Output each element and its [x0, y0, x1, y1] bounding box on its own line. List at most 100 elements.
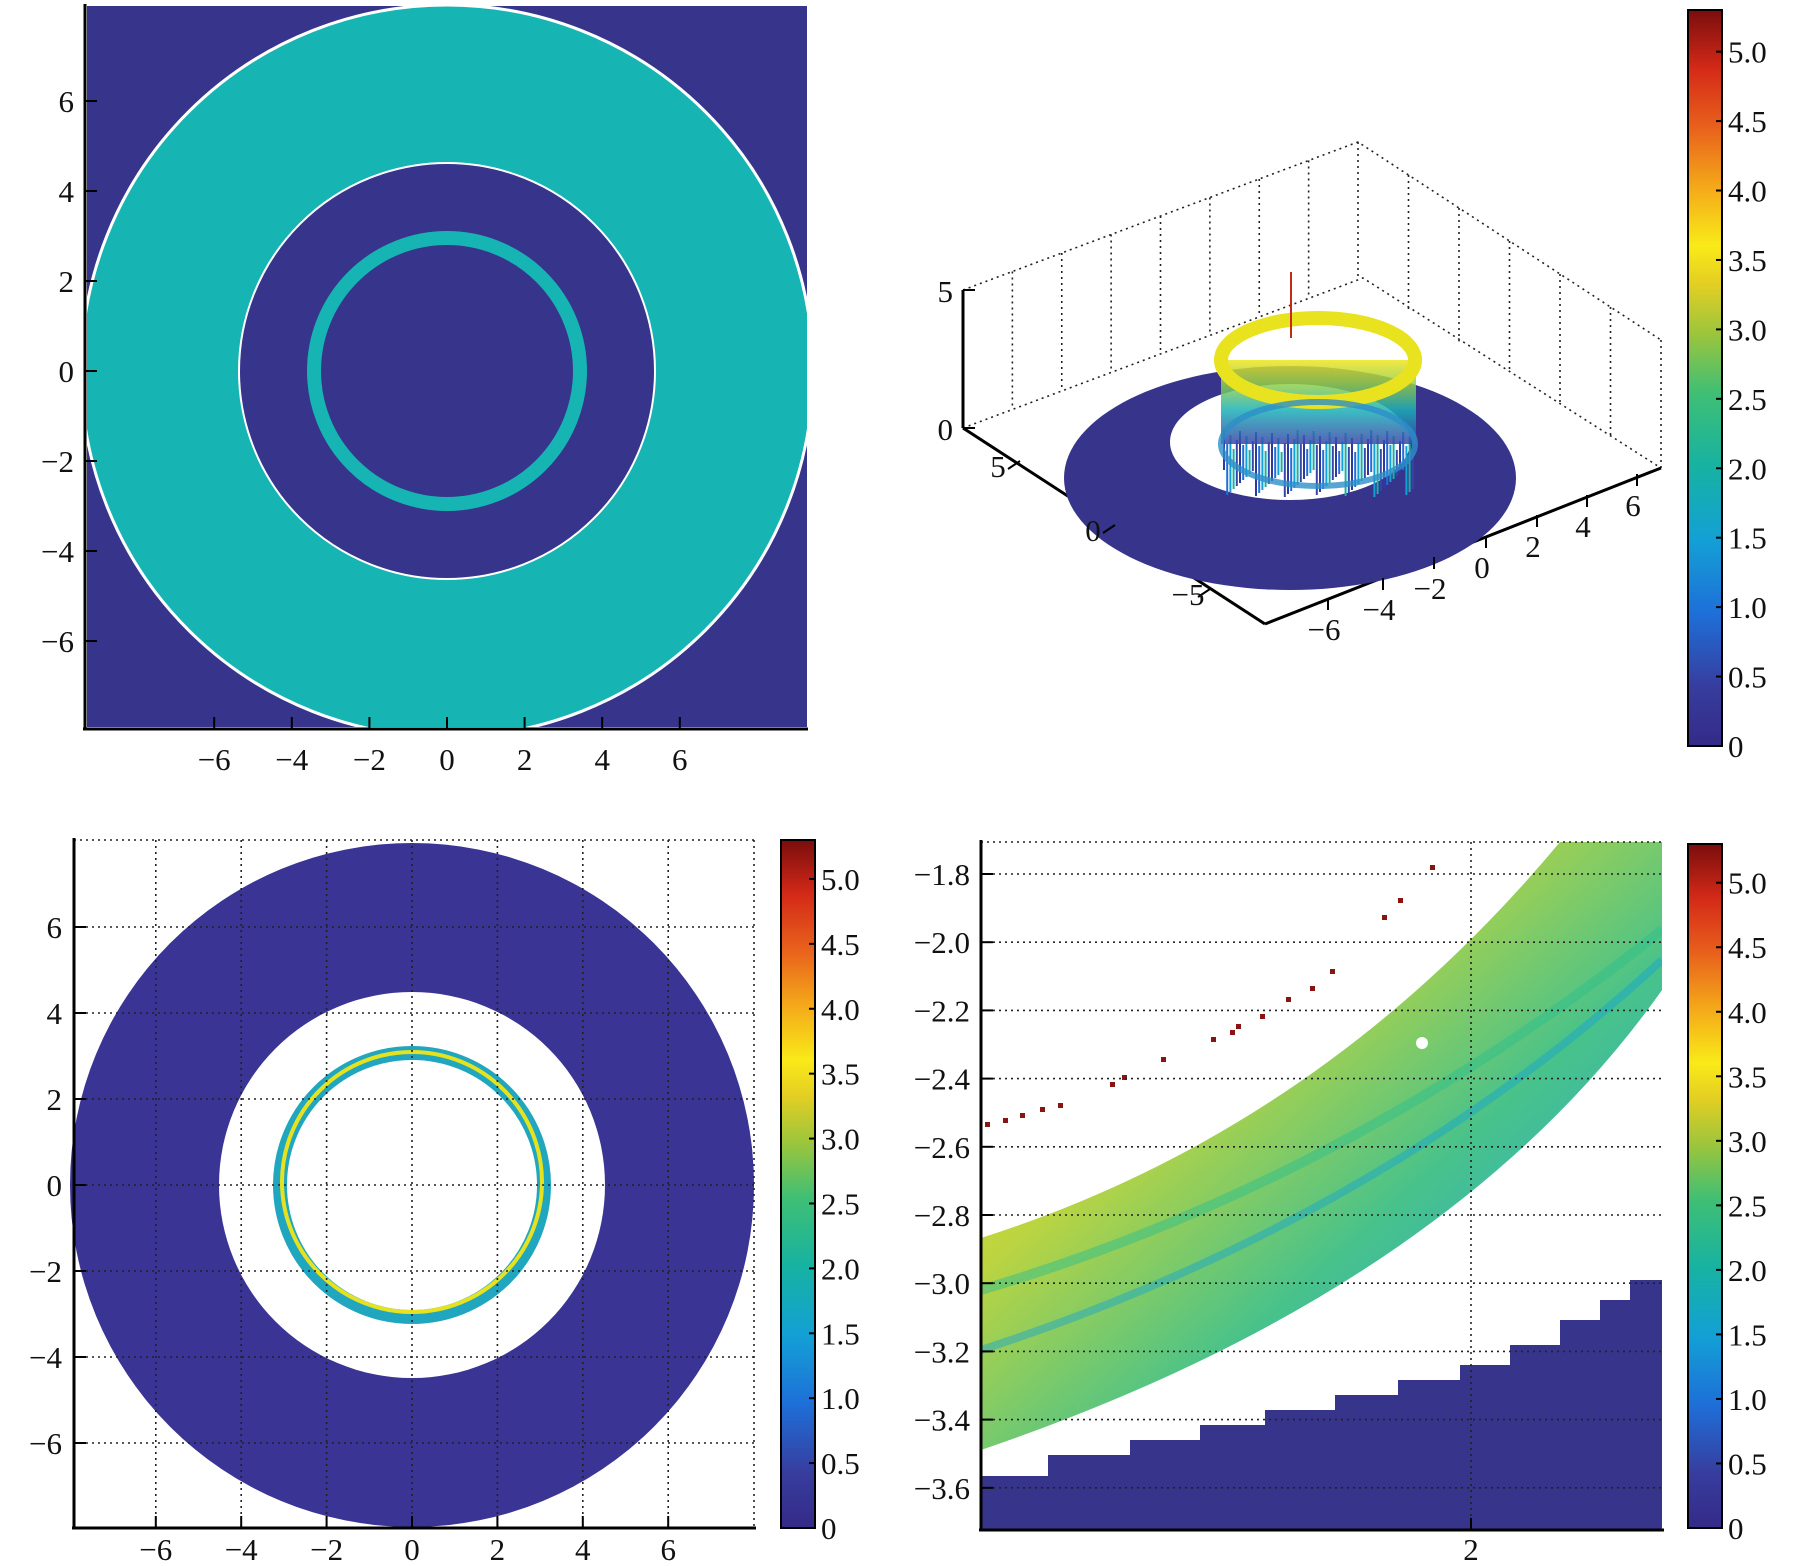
- panel-d-y-tick-label: −3.2: [914, 1334, 970, 1369]
- panel-a-y-tick-label: 2: [59, 264, 75, 299]
- panel-d-outlier-point: [1398, 898, 1403, 903]
- panel-d-colorbar-tick-label: 0: [1728, 1511, 1744, 1546]
- panel-d-colorbar-tick-label: 3.0: [1728, 1124, 1767, 1159]
- panel-b-colorbar-tick-label: 1.0: [1728, 590, 1767, 625]
- panel-c-colorbar-tick-label: 1.5: [821, 1316, 860, 1351]
- panel-d-colorbar: 0 0.5 1.0 1.5 2.0 2.5 3.0 3.5 4.0 4.5 5.0: [1687, 843, 1767, 1546]
- panel-d-outlier-point: [1040, 1107, 1045, 1112]
- panel-b-z-tick-label: 0: [938, 412, 954, 447]
- panel-d-y-tick-label: −2.0: [914, 925, 970, 960]
- panel-c-y-tick-label: 6: [47, 910, 63, 945]
- panel-b-x-tick-label: 5: [990, 449, 1006, 484]
- panel-d-y-tick-label: −2.4: [914, 1062, 971, 1097]
- panel-d-outlier-point: [1058, 1103, 1063, 1108]
- panel-c-x-tick-label: −4: [225, 1532, 258, 1566]
- panel-b-colorbar-tick-label: 3.5: [1728, 243, 1767, 278]
- panel-c-x-tick-label: 0: [404, 1532, 420, 1566]
- panel-b-colorbar-tick-label: 0: [1728, 729, 1744, 764]
- panel-c-y-tick-label: −4: [29, 1340, 62, 1375]
- panel-b-colorbar-tick-label: 2.0: [1728, 451, 1767, 486]
- panel-d-outlier-point: [1430, 865, 1435, 870]
- panel-a-inner-ring: [307, 231, 587, 511]
- panel-c-ticks: −6 −4 −2 0 2 4 6 6 4 2 0 −2 −4 −6: [29, 910, 676, 1566]
- panel-c: −6 −4 −2 0 2 4 6 6 4 2 0 −2 −4 −6: [29, 838, 756, 1566]
- panel-d-outlier-point: [1330, 969, 1335, 974]
- panel-c-x-tick-label: −2: [310, 1532, 343, 1566]
- panel-d-colorbar-tick-label: 5.0: [1728, 866, 1767, 901]
- panel-d-colorbar-ramp: [1687, 843, 1723, 1529]
- panel-b-colorbar-tick-label: 5.0: [1728, 35, 1767, 70]
- panel-a-x-tick-label: −4: [275, 742, 308, 777]
- panel-d-colorbar-tick-label: 0.5: [1728, 1446, 1767, 1481]
- panel-b-ring-bottom: [1218, 399, 1418, 489]
- panel-d-colorbar-tick-label: 3.5: [1728, 1059, 1767, 1094]
- panel-a-y-tick-label: 4: [59, 174, 75, 209]
- panel-b-x-tick-label: 0: [1085, 513, 1101, 548]
- panel-d-colorbar-tick-label: 2.5: [1728, 1188, 1767, 1223]
- panel-a-x-tick-label: 2: [517, 742, 533, 777]
- panel-a-y-tick-label: 6: [59, 84, 75, 119]
- panel-c-colorbar-tick-label: 4.0: [821, 992, 860, 1027]
- panel-d-outlier-point: [1286, 997, 1291, 1002]
- panel-a-x-tick-label: 0: [439, 742, 455, 777]
- panel-d-y-tick-label: −3.0: [914, 1266, 970, 1301]
- panel-d-colorbar-tick-label: 4.5: [1728, 930, 1767, 965]
- panel-b-colorbar-tick-label: 3.0: [1728, 312, 1767, 347]
- panel-b-x-tick-label: −5: [1172, 577, 1205, 612]
- panel-d-white-speck: [1416, 1037, 1428, 1049]
- panel-c-x-tick-label: 2: [490, 1532, 506, 1566]
- panel-a-x-tick-label: −6: [198, 742, 231, 777]
- panel-d-outlier-points: [985, 865, 1435, 1127]
- panel-b-x-tick-mark: [1102, 524, 1116, 534]
- panel-b-y-tick-label: −4: [1363, 592, 1396, 627]
- panel-b-colorbar-ramp: [1687, 9, 1723, 747]
- panel-a-y-tick-label: −6: [41, 624, 74, 659]
- panel-b-y-tick-label: 4: [1575, 509, 1591, 544]
- panel-c-colorbar-tick-label: 2.0: [821, 1251, 860, 1286]
- panel-d: −1.8 −2.0 −2.2 −2.4 −2.6 −2.8 −3.0 −3.2 −3.4 −3.6…: [914, 840, 1664, 1566]
- panel-d-band-stripe-2: [981, 957, 1662, 1354]
- panel-d-outlier-point: [1020, 1113, 1025, 1118]
- panel-b-colorbar-tick-label: 4.0: [1728, 174, 1767, 209]
- panel-c-y-tick-label: −2: [29, 1254, 62, 1289]
- panel-c-colorbar-tick-label: 0.5: [821, 1446, 860, 1481]
- panel-c-x-tick-label: −6: [139, 1532, 172, 1566]
- panel-b-z-tick-label: 5: [938, 274, 954, 309]
- panel-c-x-tick-label: 4: [575, 1532, 591, 1566]
- panel-c-y-tick-label: 4: [47, 996, 63, 1031]
- panel-d-colorbar-tick-label: 2.0: [1728, 1253, 1767, 1288]
- panel-d-ticks: −1.8 −2.0 −2.2 −2.4 −2.6 −2.8 −3.0 −3.2 −3.4 −3.6…: [914, 857, 1479, 1566]
- panel-b-box-floor-back: [962, 277, 1662, 469]
- panel-c-colorbar-tick-label: 4.5: [821, 927, 860, 962]
- panel-b-wall-grid: [1011, 160, 1612, 437]
- panel-c-y-tick-label: 2: [47, 1082, 63, 1117]
- panel-b-y-tick-label: −2: [1414, 571, 1447, 606]
- panel-d-outlier-point: [1122, 1075, 1127, 1080]
- panel-d-y-tick-label: −1.8: [914, 857, 970, 892]
- panel-d-outlier-point: [1230, 1030, 1235, 1035]
- panel-b-colorbar-tick-label: 0.5: [1728, 660, 1767, 695]
- panel-d-outlier-point: [1382, 915, 1387, 920]
- panel-a-y-tick-label: 0: [59, 354, 75, 389]
- panel-d-outlier-point: [1003, 1118, 1008, 1123]
- panel-d-y-tick-label: −2.8: [914, 1198, 970, 1233]
- panel-c-colorbar-ramp: [780, 839, 816, 1529]
- panel-d-y-tick-label: −3.6: [914, 1471, 970, 1506]
- panel-b-x-tick-mark: [1007, 460, 1021, 470]
- panel-b-colorbar-tick-label: 4.5: [1728, 104, 1767, 139]
- panel-b-x-tick-mark: [1197, 588, 1211, 598]
- panel-d-outlier-point: [1310, 986, 1315, 991]
- panel-d-x-tick-label: 2: [1463, 1532, 1479, 1566]
- panel-d-grid: [981, 841, 1662, 1530]
- panel-d-colorbar-tick-label: 1.5: [1728, 1317, 1767, 1352]
- panel-d-band: [981, 842, 1662, 1450]
- panel-d-colorbar-tick-label: 4.0: [1728, 995, 1767, 1030]
- panel-c-colorbar-tick-label: 1.0: [821, 1381, 860, 1416]
- panel-c-y-tick-label: −6: [29, 1426, 62, 1461]
- panel-a-x-tick-label: −2: [353, 742, 386, 777]
- panel-b-y-tick-label: 6: [1625, 488, 1641, 523]
- panel-c-colorbar-tick-label: 3.5: [821, 1057, 860, 1092]
